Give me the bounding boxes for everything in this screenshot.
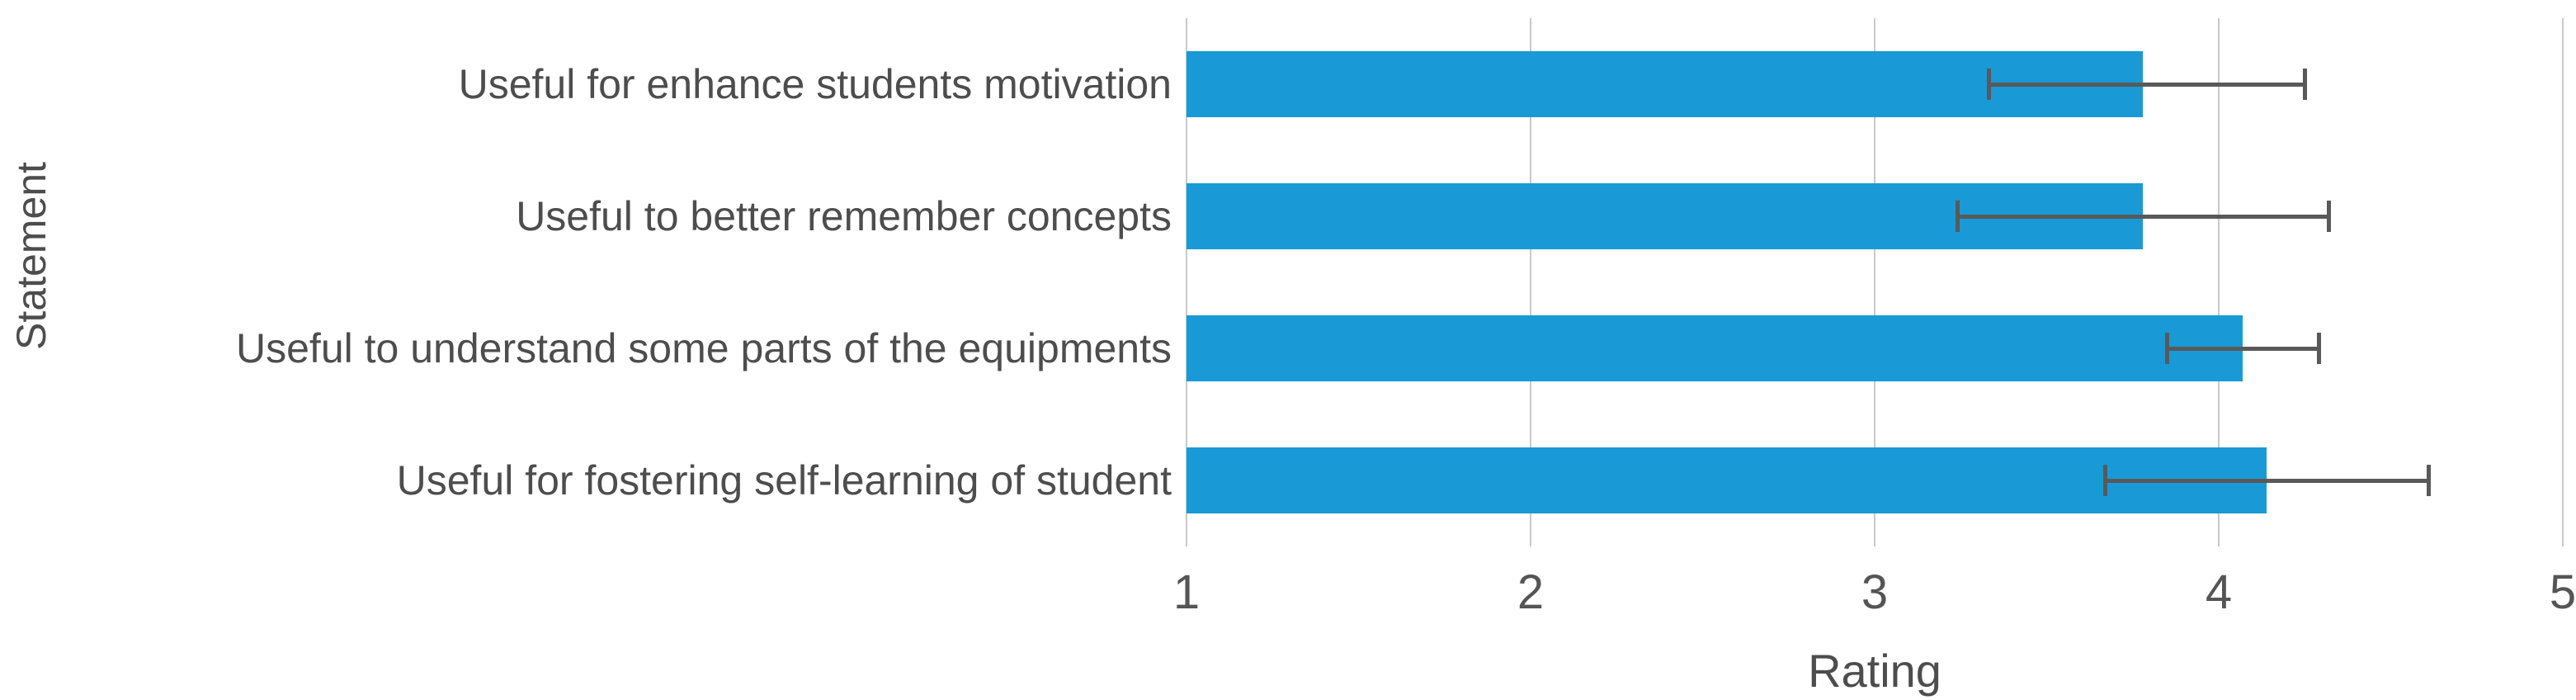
x-tick-label-2: 2 xyxy=(1517,565,1545,619)
error-bar-line xyxy=(1988,83,2305,87)
error-cap-high xyxy=(2427,465,2432,496)
category-label-1: Useful for enhance students motivation xyxy=(458,61,1172,107)
gridline-x4 xyxy=(2218,18,2220,546)
plot-area xyxy=(1186,18,2564,546)
category-label-3: Useful to understand some parts of the e… xyxy=(236,325,1172,371)
error-cap-high xyxy=(2327,201,2332,232)
category-label-4: Useful for fostering self-learning of st… xyxy=(396,457,1172,504)
bar-4 xyxy=(1187,447,2267,513)
error-cap-high xyxy=(2303,69,2308,100)
error-cap-low xyxy=(2103,465,2108,496)
bar-3 xyxy=(1187,315,2243,381)
error-cap-high xyxy=(2316,333,2321,364)
error-bar-line xyxy=(1957,215,2329,219)
gridline-x1 xyxy=(1186,18,1187,546)
x-axis-ticks: 1 2 3 4 5 xyxy=(1173,565,2576,622)
x-tick-label-5: 5 xyxy=(2549,565,2576,619)
gridline-x2 xyxy=(1530,18,1531,546)
error-cap-low xyxy=(1956,201,1960,232)
x-tick-label-4: 4 xyxy=(2205,565,2233,619)
gridline-x3 xyxy=(1874,18,1875,546)
bar-1 xyxy=(1187,51,2144,117)
category-labels: Useful for enhance students motivation Us… xyxy=(0,18,1172,546)
error-bar-line xyxy=(2105,479,2429,483)
category-label-2: Useful to better remember concepts xyxy=(516,193,1172,239)
gridline-x5 xyxy=(2562,18,2564,546)
error-cap-low xyxy=(2165,333,2170,364)
x-tick-label-1: 1 xyxy=(1172,565,1201,619)
x-tick-label-3: 3 xyxy=(1861,565,1889,619)
error-bar-line xyxy=(2167,347,2319,351)
x-axis-title: Rating xyxy=(1808,645,1941,697)
error-cap-low xyxy=(1986,69,1991,100)
